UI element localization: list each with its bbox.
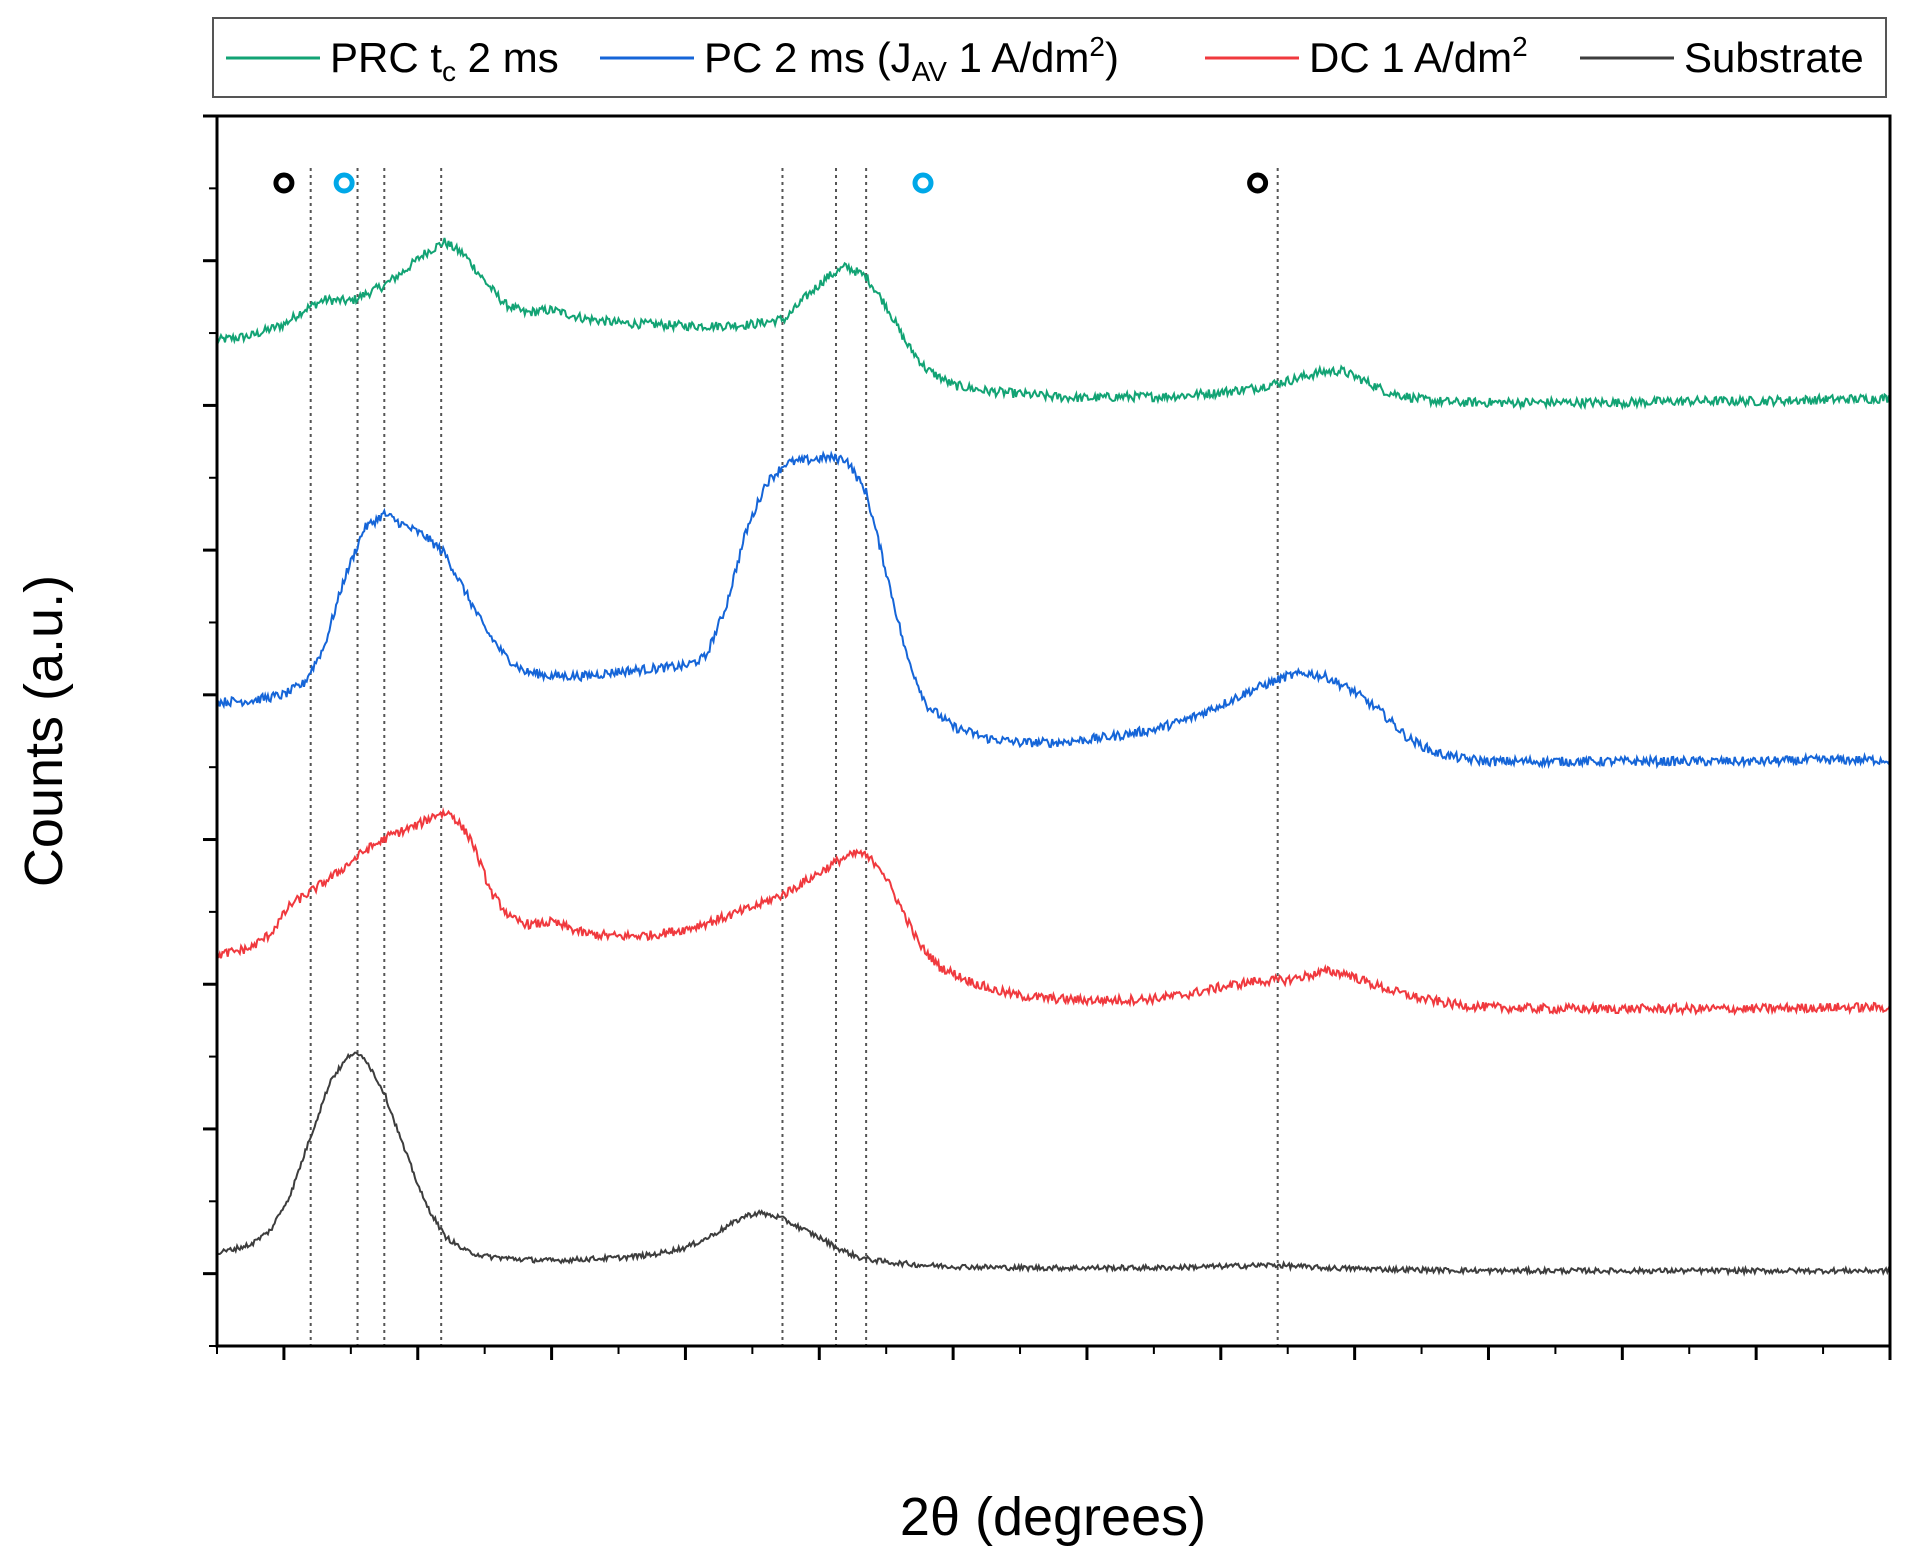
legend-label-1-label-mid: 1 A/dm bbox=[947, 34, 1089, 81]
y-axis bbox=[203, 114, 217, 1347]
phase-markers bbox=[273, 172, 1269, 194]
x-axis-label: 2θ (degrees) bbox=[900, 1487, 1206, 1547]
legend-label-3-label-main: Substrate bbox=[1684, 34, 1864, 81]
series-line-2 bbox=[216, 807, 1891, 1017]
legend-label-1-label-sup: 2 bbox=[1089, 31, 1105, 62]
legend-label-2-label-main: DC 1 A/dm bbox=[1309, 34, 1512, 81]
legend-label-0-label-sub: c bbox=[442, 56, 456, 87]
series-lines bbox=[216, 237, 1891, 1277]
reference-lines bbox=[309, 168, 1279, 1346]
phase-marker-circle-0 bbox=[273, 172, 295, 194]
series-line-1 bbox=[216, 450, 1891, 770]
legend-label-0: PRC tc 2 ms bbox=[330, 34, 559, 87]
legend-label-1-label-main: PC 2 ms (J bbox=[704, 34, 912, 81]
x-axis bbox=[216, 1346, 1892, 1360]
plot-area-frame bbox=[215, 114, 1892, 1348]
phase-marker-circle-1 bbox=[333, 172, 355, 194]
phase-marker-circle-9 bbox=[1247, 172, 1269, 194]
legend-label-1-label-tail: ) bbox=[1105, 34, 1119, 81]
legend-label-0-label-main: PRC t bbox=[330, 34, 442, 81]
legend: PRC tc 2 ms PC 2 ms (JAV 1 A/dm2) DC 1 A/d… bbox=[212, 17, 1887, 98]
series-line-3 bbox=[216, 1051, 1891, 1277]
legend-label-1: PC 2 ms (JAV 1 A/dm2) bbox=[704, 31, 1119, 87]
series-line-0 bbox=[216, 237, 1891, 411]
legend-label-0-label-tail: 2 ms bbox=[456, 34, 559, 81]
phase-marker-circle-8 bbox=[912, 172, 934, 194]
legend-label-2: DC 1 A/dm2 bbox=[1309, 31, 1528, 81]
legend-label-3: Substrate bbox=[1684, 34, 1864, 81]
y-axis-label: Counts (a.u.) bbox=[14, 575, 74, 887]
legend-label-2-label-sup: 2 bbox=[1512, 31, 1528, 62]
legend-label-1-label-sub: AV bbox=[912, 56, 948, 87]
